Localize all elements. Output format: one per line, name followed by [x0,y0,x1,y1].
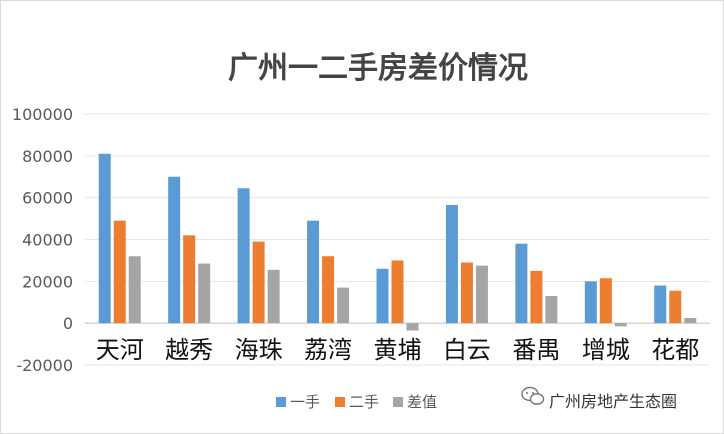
x-tick-label: 天河 [96,336,144,364]
x-tick-label: 增城 [582,336,630,364]
y-tick-label: 100000 [12,105,73,124]
x-tick-label: 花都 [651,336,699,364]
bar-一手-番禺 [515,243,528,324]
watermark-text: 广州房地产生态圈 [549,392,677,411]
bar-一手-花都 [654,285,667,324]
bar-一手-荔湾 [307,220,320,324]
bar-二手-番禺 [530,270,543,324]
bar-二手-天河 [113,220,126,324]
bar-二手-海珠 [252,241,265,324]
x-tick-label: 番禺 [512,336,560,364]
bar-差值-荔湾 [337,287,350,324]
bar-二手-白云 [460,262,473,324]
bar-二手-增城 [599,278,612,324]
legend-swatch [393,397,403,407]
bar-二手-荔湾 [322,256,335,324]
y-tick-label: 20000 [22,272,73,291]
watermark: 广州房地产生态圈 [521,386,677,411]
bars [98,153,697,331]
x-tick-label: 黄埔 [374,336,422,364]
legend-label: 二手 [349,393,379,411]
legend: 一手 二手 差值 [276,393,437,411]
legend-label: 一手 [290,393,320,411]
bar-一手-海珠 [237,188,250,324]
y-tick-label: 40000 [22,231,73,250]
y-tick-label: -20000 [16,356,73,375]
bar-一手-越秀 [168,176,181,324]
bar-一手-增城 [584,281,597,324]
bar-二手-黄埔 [391,260,404,324]
bar-差值-天河 [128,256,141,324]
bar-差值-番禺 [545,295,558,324]
x-tick-label: 荔湾 [304,336,352,364]
x-axis-ticks: 天河 越秀 海珠 荔湾 黄埔 白云 番禺 增城 花都 [96,336,700,364]
y-tick-label: 0 [63,314,73,333]
bar-差值-花都 [684,317,697,324]
wechat-icon [521,386,545,405]
bar-差值-白云 [475,265,488,324]
bar-一手-白云 [445,204,458,324]
x-tick-label: 白云 [443,336,491,364]
y-tick-label: 60000 [22,189,73,208]
bar-一手-黄埔 [376,268,389,324]
x-tick-label: 越秀 [165,336,213,364]
y-tick-label: 80000 [22,147,73,166]
y-axis-ticks: -20000 0 20000 40000 60000 80000 100000 [12,105,73,375]
x-tick-label: 海珠 [235,336,283,364]
legend-swatch [335,397,345,407]
bar-二手-花都 [669,290,682,324]
chart-title: 广州一二手房差价情况 [228,51,528,86]
legend-swatch [276,397,286,407]
legend-label: 差值 [407,393,437,411]
bar-差值-增城 [614,323,627,327]
bar-一手-天河 [98,153,111,324]
bar-二手-越秀 [183,235,196,324]
bar-差值-黄埔 [406,323,419,331]
bar-差值-越秀 [198,263,211,324]
bar-差值-海珠 [267,269,280,324]
